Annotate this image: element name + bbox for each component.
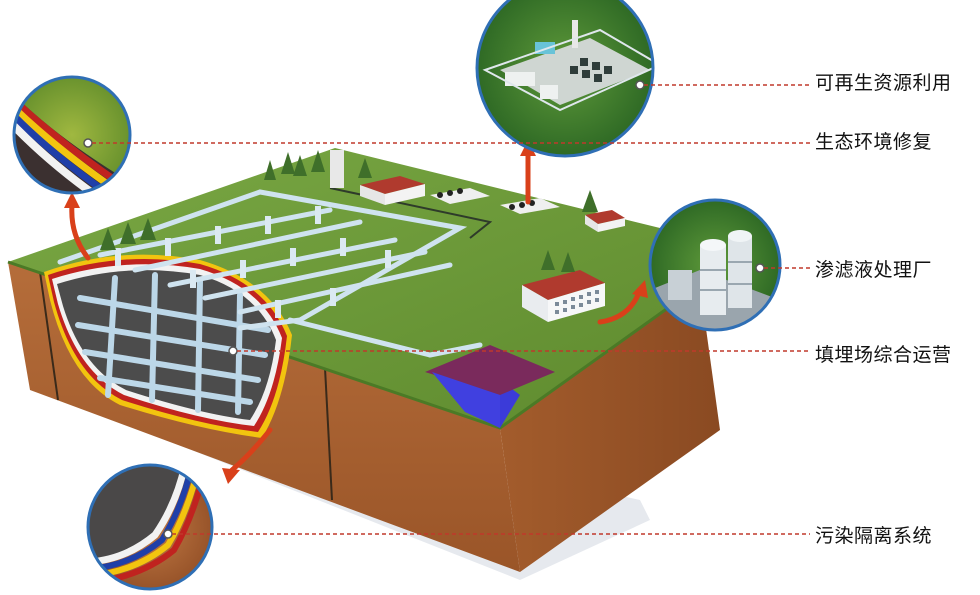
label-renewable-resource: 可再生资源利用	[815, 72, 952, 94]
landfill-marker	[228, 346, 238, 356]
callout-circle-liner-top	[12, 75, 132, 195]
callout-circle-isolation	[86, 463, 214, 591]
callout-circle-leachate	[648, 198, 782, 332]
trees	[100, 150, 598, 272]
soil-right-face	[500, 285, 720, 572]
callout-circle-renewable	[475, 0, 655, 158]
label-leachate-plant: 渗滤液处理厂	[815, 259, 933, 281]
label-eco-restoration: 生态环境修复	[815, 131, 933, 153]
office-building	[522, 270, 605, 322]
label-landfill-operations: 填埋场综合运营	[815, 344, 952, 366]
label-pollution-isolation: 污染隔离系统	[815, 525, 933, 547]
far-facilities	[330, 150, 625, 232]
leader-lines	[92, 84, 810, 535]
